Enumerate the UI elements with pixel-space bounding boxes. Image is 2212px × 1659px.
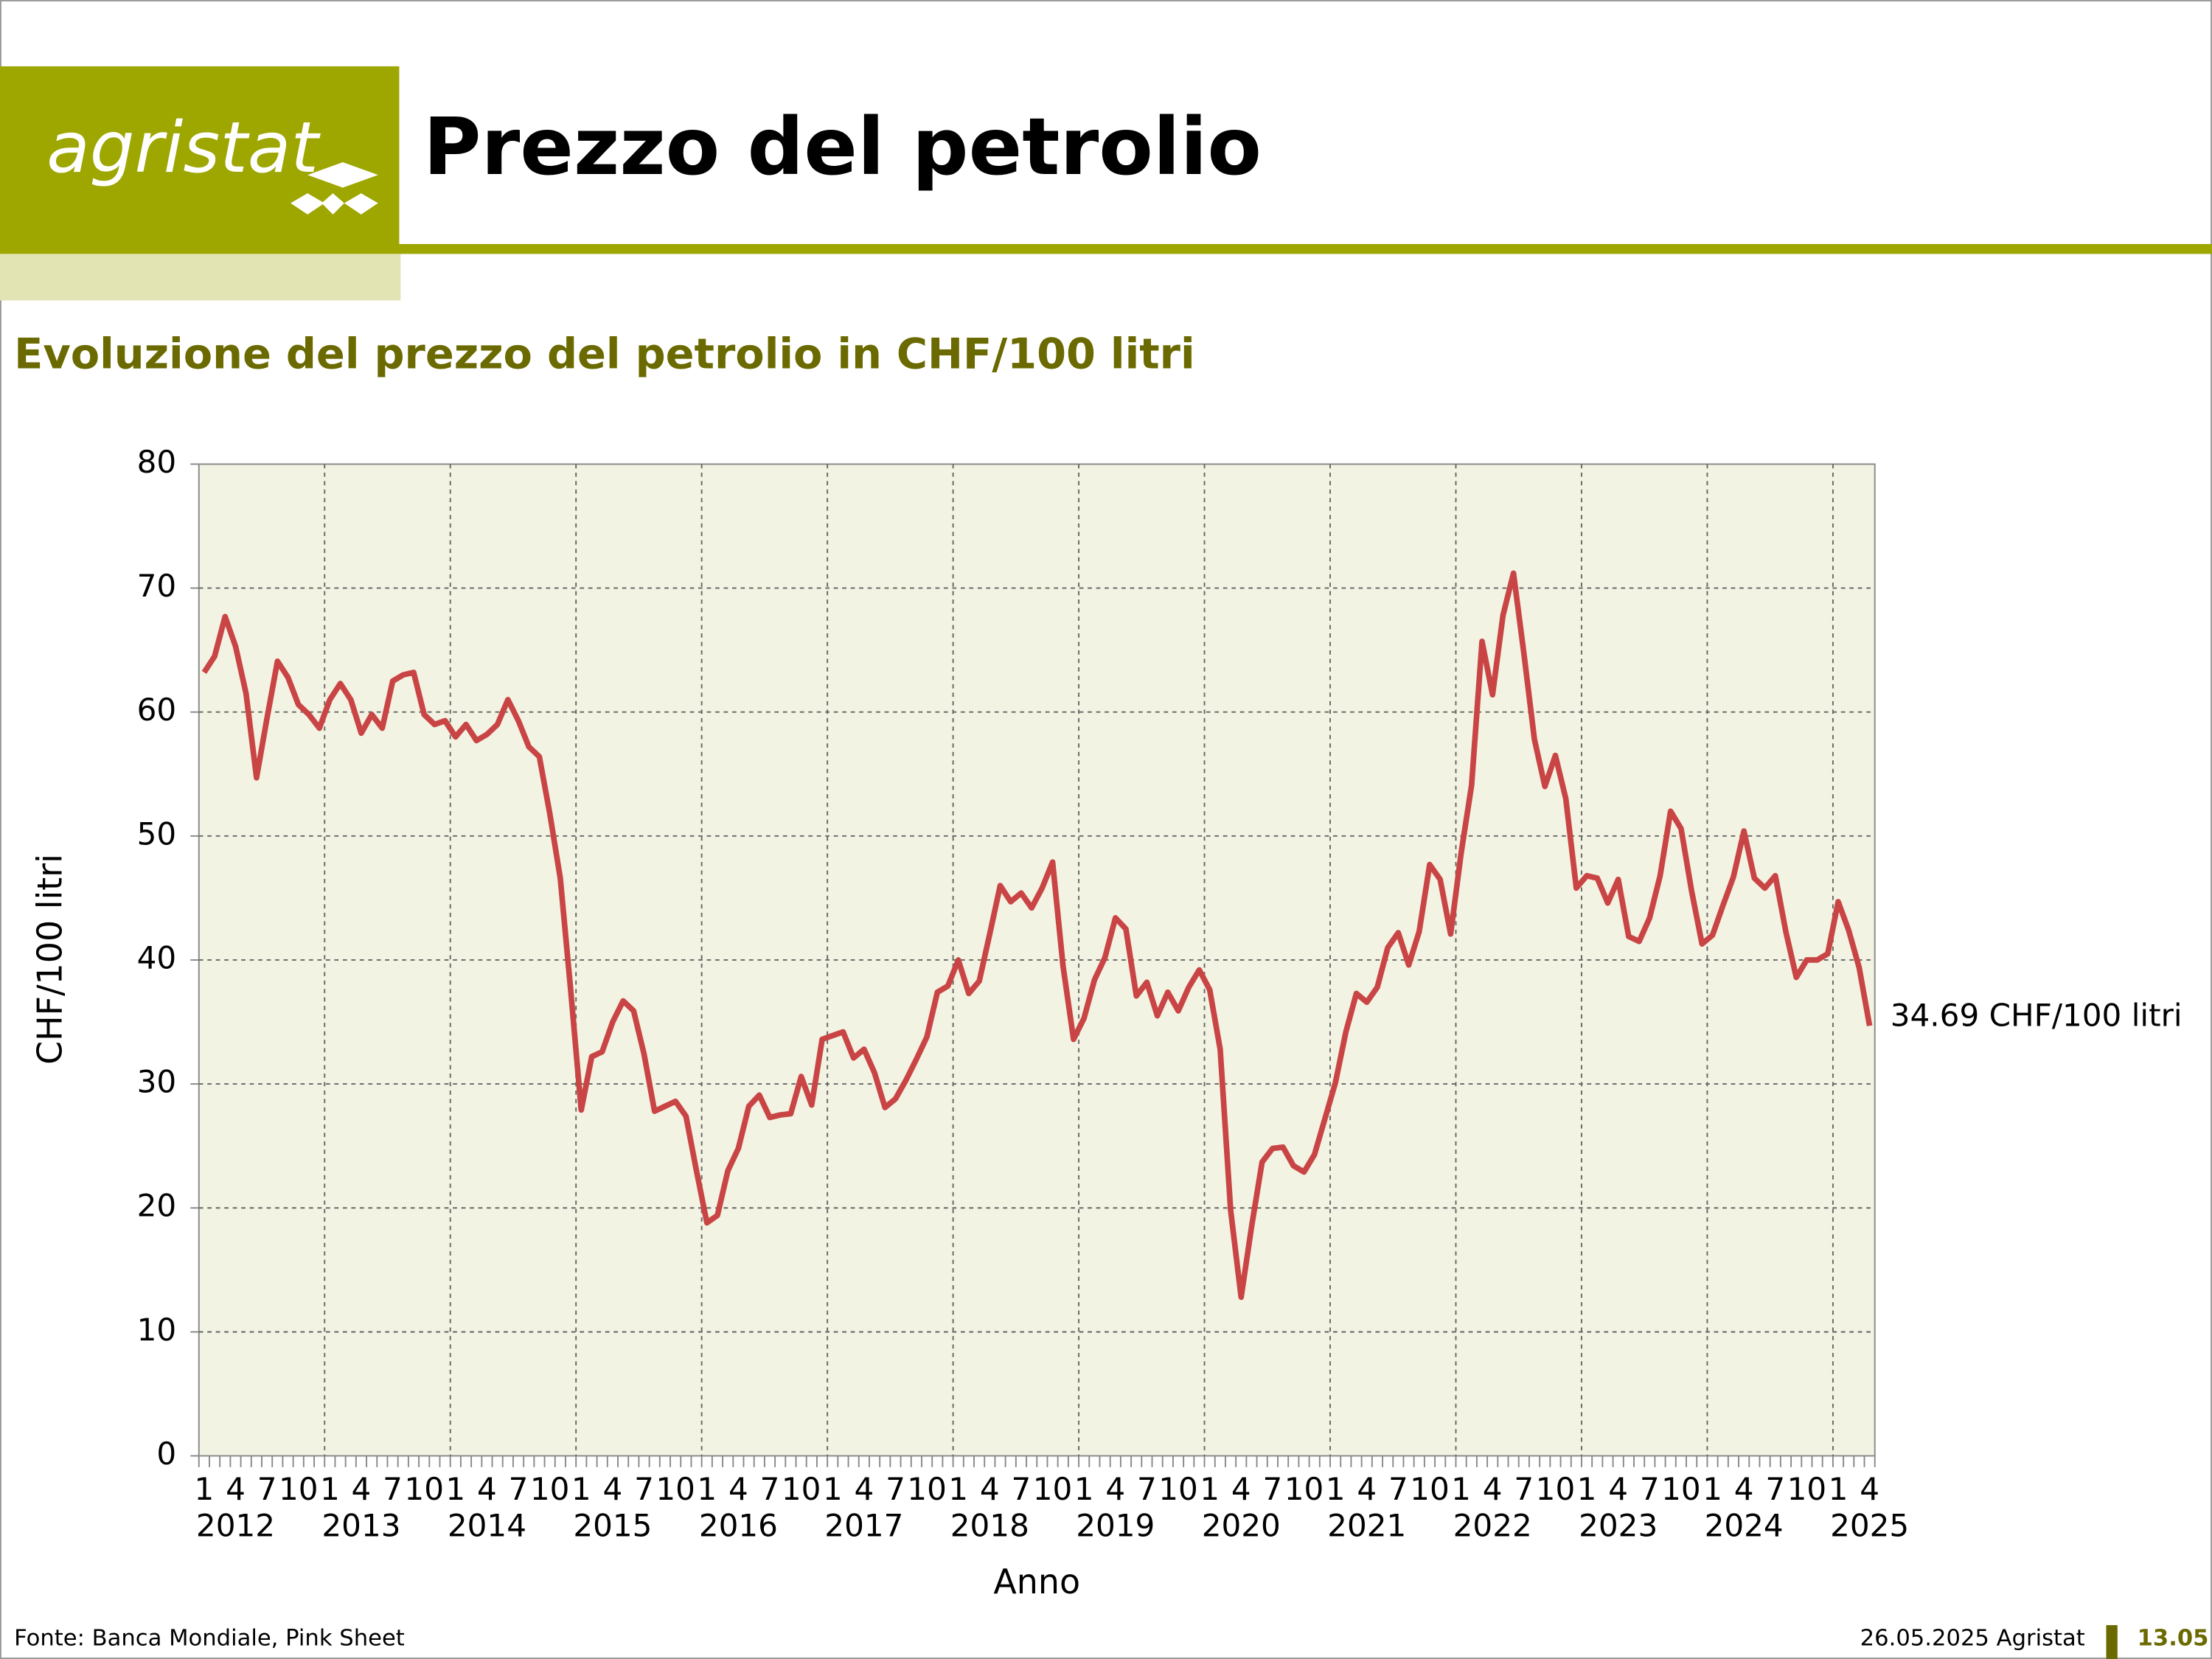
x-tick-label: 1 <box>1200 1471 1220 1507</box>
x-tick-label: 7 <box>760 1471 780 1507</box>
x-group-label: 2024 <box>1705 1508 1784 1544</box>
x-tick-label: 10 <box>655 1471 695 1507</box>
x-tick-label: 7 <box>257 1471 277 1507</box>
x-tick-label: 1 <box>823 1471 843 1507</box>
x-tick-label: 4 <box>728 1471 748 1507</box>
x-group-label: 2018 <box>950 1508 1029 1544</box>
x-group-label: 2013 <box>321 1508 400 1544</box>
y-tick-label: 0 <box>156 1436 176 1472</box>
x-tick-label: 10 <box>1410 1471 1450 1507</box>
y-tick-label: 30 <box>137 1064 177 1100</box>
chart-title: Evoluzione del prezzo del petrolio in CH… <box>14 330 1195 379</box>
footer-page: 13.05 <box>2138 1626 2209 1652</box>
x-tick-label: 1 <box>1074 1471 1094 1507</box>
logo-text: agristat <box>46 106 321 189</box>
x-tick-label: 4 <box>1231 1471 1251 1507</box>
x-tick-label: 7 <box>1262 1471 1282 1507</box>
x-tick-label: 7 <box>1514 1471 1534 1507</box>
x-tick-label: 1 <box>1451 1471 1471 1507</box>
x-tick-label: 10 <box>530 1471 570 1507</box>
x-tick-label: 1 <box>1829 1471 1848 1507</box>
x-tick-label: 10 <box>1787 1471 1827 1507</box>
x-tick-label: 1 <box>1577 1471 1597 1507</box>
x-axis-label: Anno <box>993 1562 1080 1601</box>
x-tick-label: 7 <box>509 1471 529 1507</box>
x-tick-label: 4 <box>1357 1471 1377 1507</box>
y-tick-label: 20 <box>137 1188 177 1224</box>
x-tick-label: 10 <box>1661 1471 1701 1507</box>
x-group-label: 2023 <box>1579 1508 1658 1544</box>
x-tick-label: 7 <box>1765 1471 1785 1507</box>
y-tick-label: 60 <box>137 692 177 728</box>
logo-box <box>0 66 400 254</box>
x-tick-label: 10 <box>279 1471 319 1507</box>
x-tick-label: 10 <box>1033 1471 1073 1507</box>
y-tick-label: 40 <box>137 939 177 975</box>
end-annotation: 34.69 CHF/100 litri <box>1891 997 2183 1033</box>
x-tick-label: 7 <box>1012 1471 1032 1507</box>
x-tick-label: 7 <box>886 1471 905 1507</box>
y-tick-label: 70 <box>137 568 177 604</box>
footer-date: 26.05.2025 Agristat <box>1860 1626 2085 1652</box>
x-tick-label: 1 <box>320 1471 340 1507</box>
logo-band <box>0 254 401 301</box>
x-tick-label: 4 <box>1608 1471 1628 1507</box>
logo-icon <box>291 162 378 215</box>
x-tick-label: 10 <box>782 1471 821 1507</box>
x-group-label: 2021 <box>1327 1508 1406 1544</box>
x-group-label: 2015 <box>573 1508 652 1544</box>
x-group-label: 2022 <box>1453 1508 1532 1544</box>
data-line <box>201 570 1873 1301</box>
x-tick-label: 4 <box>1105 1471 1125 1507</box>
x-tick-label: 1 <box>697 1471 717 1507</box>
x-tick-label: 1 <box>194 1471 214 1507</box>
x-tick-label: 1 <box>445 1471 465 1507</box>
x-group-label: 2016 <box>699 1508 778 1544</box>
x-tick-label: 7 <box>1137 1471 1157 1507</box>
x-tick-label: 4 <box>1483 1471 1503 1507</box>
x-group-label: 2020 <box>1202 1508 1281 1544</box>
footer-bar <box>2106 1625 2118 1659</box>
x-group-label: 2017 <box>824 1508 903 1544</box>
x-tick-label: 10 <box>1284 1471 1324 1507</box>
x-tick-label: 7 <box>634 1471 654 1507</box>
x-tick-label: 4 <box>1734 1471 1754 1507</box>
x-tick-label: 7 <box>1640 1471 1660 1507</box>
x-tick-label: 1 <box>1326 1471 1346 1507</box>
x-tick-label: 1 <box>948 1471 968 1507</box>
x-tick-label: 10 <box>1536 1471 1576 1507</box>
x-tick-label: 10 <box>1158 1471 1198 1507</box>
x-tick-label: 4 <box>854 1471 874 1507</box>
x-group-label: 2014 <box>448 1508 526 1544</box>
x-tick-label: 4 <box>226 1471 246 1507</box>
x-tick-label: 7 <box>1388 1471 1408 1507</box>
page-title: Prezzo del petrolio <box>423 102 1262 193</box>
x-tick-label: 4 <box>1860 1471 1879 1507</box>
y-tick-label: 80 <box>137 444 177 480</box>
x-tick-label: 10 <box>404 1471 444 1507</box>
header-rule <box>399 243 2212 254</box>
y-axis-label: CHF/100 litri <box>29 854 69 1065</box>
y-tick-label: 50 <box>137 815 177 852</box>
x-tick-label: 1 <box>571 1471 591 1507</box>
x-group-label: 2025 <box>1830 1508 1909 1544</box>
y-tick-label: 10 <box>137 1312 177 1348</box>
x-tick-label: 4 <box>980 1471 1000 1507</box>
x-tick-label: 4 <box>477 1471 497 1507</box>
x-tick-label: 10 <box>907 1471 947 1507</box>
x-tick-label: 7 <box>383 1471 403 1507</box>
x-tick-label: 4 <box>352 1471 372 1507</box>
x-group-label: 2012 <box>196 1508 275 1544</box>
x-group-label: 2019 <box>1076 1508 1155 1544</box>
footer-source: Fonte: Banca Mondiale, Pink Sheet <box>14 1626 405 1652</box>
x-tick-label: 4 <box>603 1471 623 1507</box>
x-tick-label: 1 <box>1703 1471 1722 1507</box>
